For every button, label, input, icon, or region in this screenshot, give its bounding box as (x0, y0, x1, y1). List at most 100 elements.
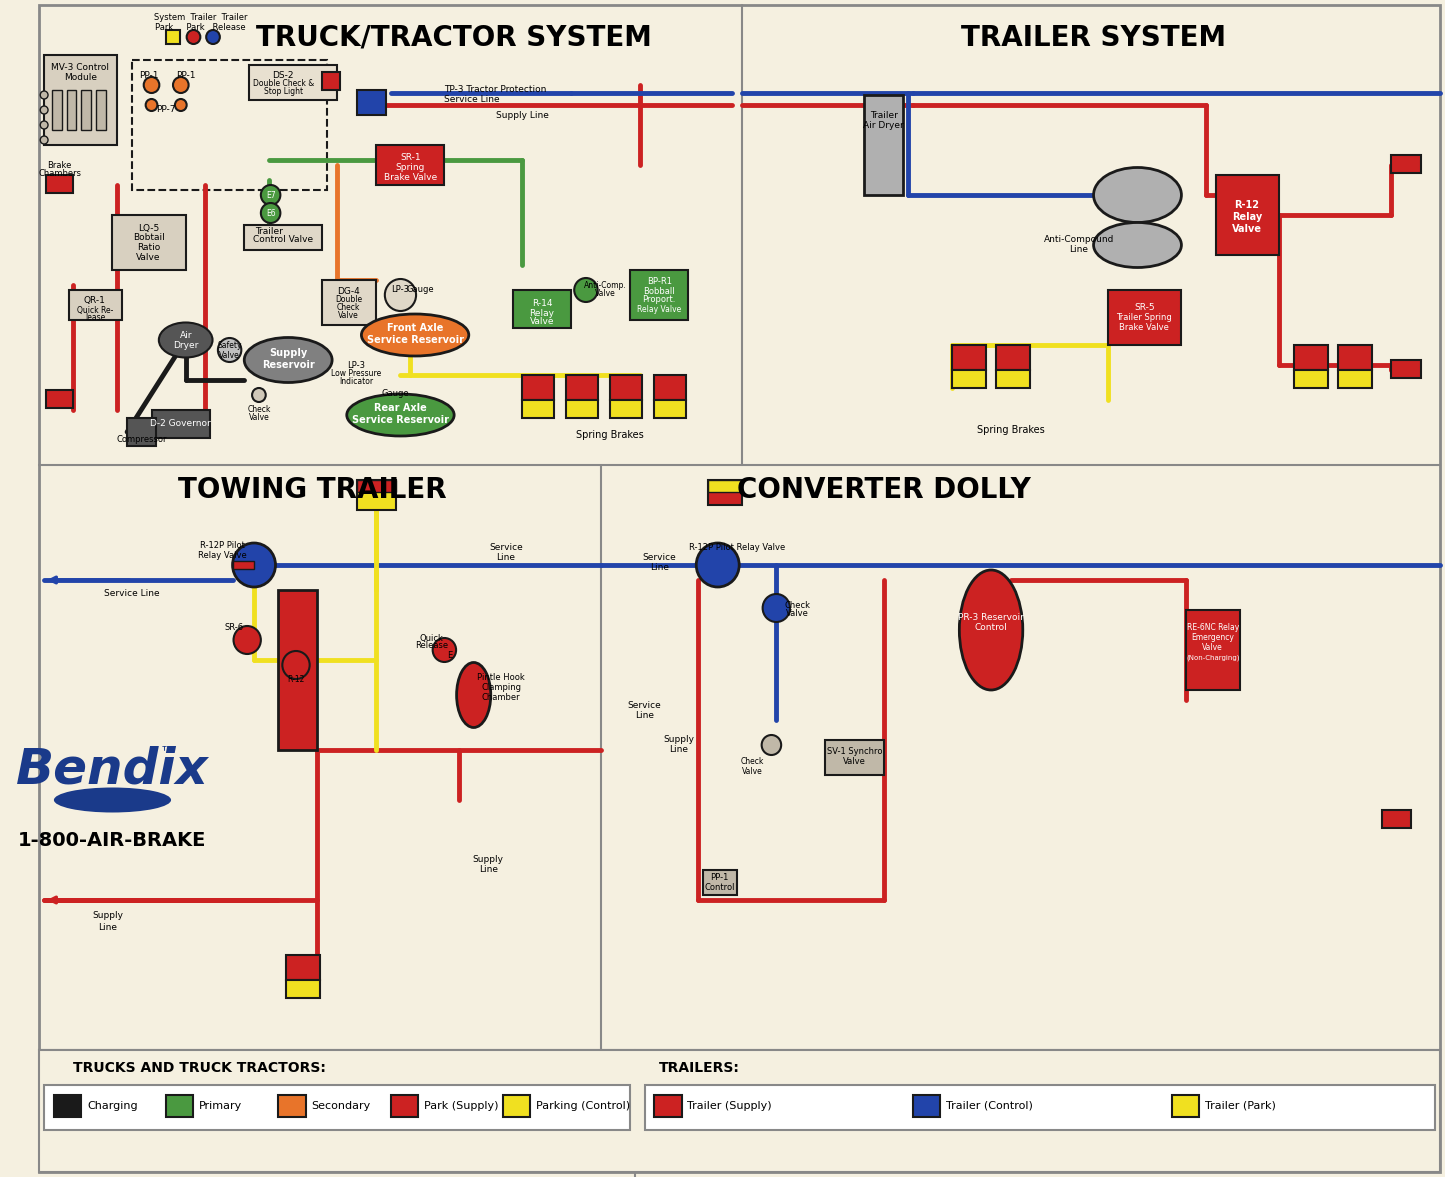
Text: LQ-5: LQ-5 (137, 224, 159, 233)
Circle shape (40, 106, 48, 114)
Bar (610, 400, 642, 418)
Text: DS-2: DS-2 (273, 71, 295, 80)
Text: TP-3 Tractor Protection: TP-3 Tractor Protection (445, 86, 546, 94)
Text: Valve: Valve (842, 758, 866, 766)
Text: R-12P Pilot Relay Valve: R-12P Pilot Relay Valve (689, 544, 786, 552)
Bar (1381, 810, 1410, 827)
Circle shape (262, 202, 280, 222)
Text: Trailer (Control): Trailer (Control) (946, 1100, 1033, 1111)
Bar (655, 375, 685, 400)
Text: Park     Park   Release: Park Park Release (155, 22, 246, 32)
Text: (Non-Charging): (Non-Charging) (1186, 654, 1240, 661)
Text: Service Reservoir: Service Reservoir (353, 415, 449, 425)
Text: Safety: Safety (217, 340, 241, 350)
Text: TRAILER SYSTEM: TRAILER SYSTEM (961, 24, 1227, 52)
Circle shape (233, 543, 276, 587)
Text: Spring Brakes: Spring Brakes (977, 425, 1045, 435)
Bar (279, 1095, 306, 1117)
Ellipse shape (1094, 167, 1182, 222)
Circle shape (1397, 360, 1415, 378)
Text: Quick: Quick (419, 633, 444, 643)
Bar (322, 280, 376, 325)
Text: Bobball: Bobball (643, 286, 675, 295)
Text: lease: lease (85, 313, 105, 322)
Circle shape (40, 121, 48, 129)
Bar (376, 145, 445, 185)
Bar (566, 375, 598, 400)
Text: E7: E7 (266, 191, 276, 199)
Text: PR-3 Reservoir: PR-3 Reservoir (958, 612, 1025, 621)
Text: RE-6NC Relay: RE-6NC Relay (1186, 624, 1238, 632)
Text: Rear Axle: Rear Axle (374, 403, 426, 413)
Bar (152, 410, 210, 438)
Text: Double Check &: Double Check & (253, 79, 314, 87)
Bar (166, 29, 179, 44)
Bar (503, 1095, 530, 1117)
Text: Control Valve: Control Valve (253, 235, 314, 245)
Bar (46, 390, 74, 408)
Ellipse shape (1094, 222, 1182, 267)
Text: Emergency: Emergency (1191, 633, 1234, 643)
Bar (1338, 370, 1371, 388)
Circle shape (763, 594, 790, 621)
Bar (655, 1095, 682, 1117)
Text: Line: Line (98, 923, 117, 931)
Bar (1338, 345, 1371, 370)
Circle shape (40, 137, 48, 144)
Text: Secondary: Secondary (312, 1100, 371, 1111)
Text: TRUCKS AND TRUCK TRACTORS:: TRUCKS AND TRUCK TRACTORS: (74, 1060, 327, 1075)
Bar (53, 1095, 81, 1117)
Text: Check: Check (785, 600, 811, 610)
Text: R-12: R-12 (288, 676, 305, 685)
Circle shape (186, 29, 201, 44)
Circle shape (218, 338, 241, 363)
Text: Valve: Valve (136, 253, 160, 262)
Text: Clamping: Clamping (481, 684, 522, 692)
Bar (390, 1095, 418, 1117)
Bar (1293, 345, 1328, 370)
Text: Low Pressure: Low Pressure (331, 368, 381, 378)
Ellipse shape (347, 394, 454, 435)
Text: Line: Line (650, 564, 669, 572)
Text: SR-1: SR-1 (400, 153, 420, 162)
Text: Trailer Spring: Trailer Spring (1117, 313, 1172, 321)
Text: Bendix: Bendix (16, 746, 210, 794)
Bar (708, 480, 743, 492)
Text: Service: Service (642, 553, 676, 563)
Text: Check: Check (247, 406, 270, 414)
Text: Indicator: Indicator (340, 377, 374, 386)
Text: Spring: Spring (396, 164, 425, 173)
Bar (996, 370, 1030, 388)
Text: Service: Service (488, 544, 523, 552)
Text: Valve: Valve (741, 767, 763, 777)
Text: Line: Line (497, 553, 516, 563)
Text: Chamber: Chamber (481, 693, 520, 703)
Text: Supply: Supply (663, 736, 694, 745)
Circle shape (1387, 810, 1405, 827)
Bar (244, 225, 322, 250)
Text: Valve: Valve (220, 351, 240, 359)
Text: Line: Line (634, 711, 655, 719)
Text: R-12: R-12 (1234, 200, 1260, 210)
Text: Valve: Valve (1231, 224, 1261, 234)
Text: E: E (448, 651, 452, 659)
Bar (45, 1085, 630, 1130)
Bar (39, 1050, 1441, 1172)
Text: Bobtail: Bobtail (133, 233, 165, 242)
Text: Stop Light: Stop Light (264, 86, 303, 95)
Bar (95, 89, 105, 129)
Text: Proport.: Proport. (643, 295, 676, 305)
Text: CONVERTER DOLLY: CONVERTER DOLLY (737, 476, 1030, 504)
Text: Trailer: Trailer (254, 227, 283, 237)
Circle shape (51, 390, 68, 408)
Text: Charging: Charging (87, 1100, 137, 1111)
Text: MV-3 Control: MV-3 Control (51, 62, 110, 72)
Text: Relay: Relay (529, 308, 555, 318)
Text: Service Line: Service Line (445, 95, 500, 105)
Bar (286, 980, 321, 998)
Bar (127, 418, 156, 446)
Text: Relay Valve: Relay Valve (637, 305, 681, 313)
Text: Valve: Valve (249, 413, 269, 423)
Text: Line: Line (669, 745, 688, 754)
Text: Anti-Comp.: Anti-Comp. (584, 280, 627, 290)
